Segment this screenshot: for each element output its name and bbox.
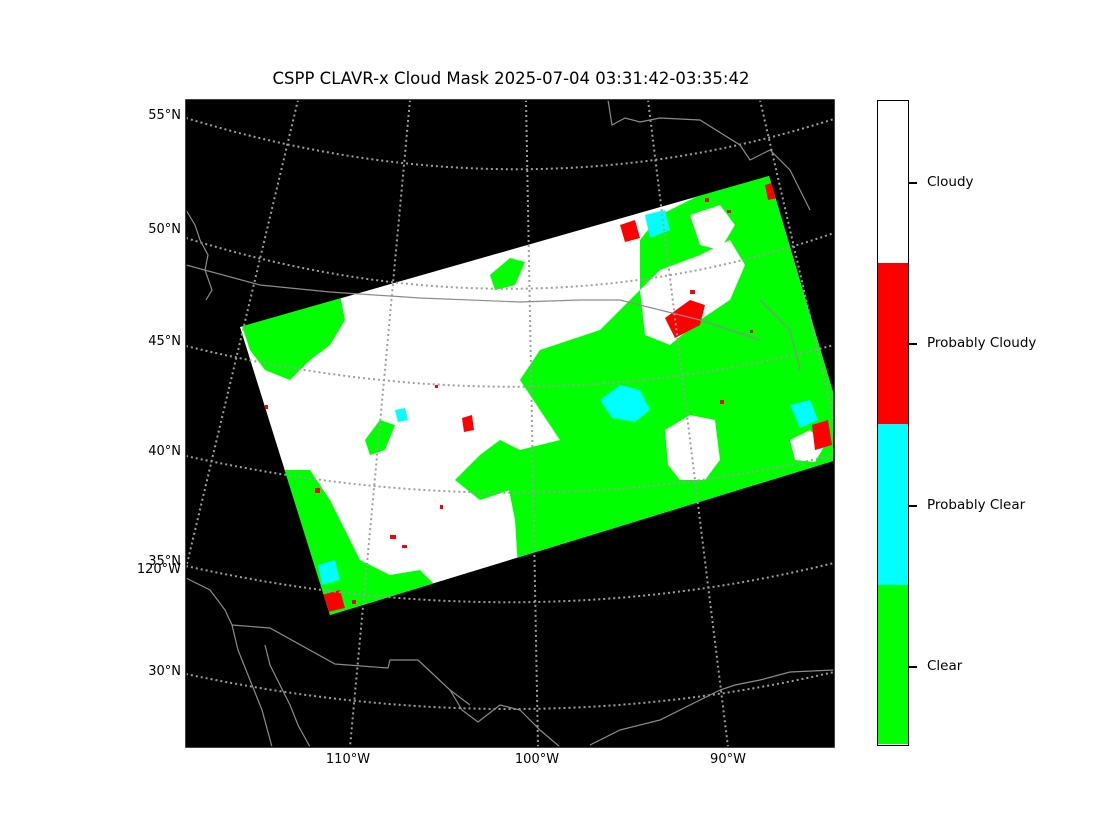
probably-clear-patch-east (790, 400, 818, 428)
probably-cloudy-patch-east (665, 300, 705, 338)
colorbar-tick-clear (909, 666, 917, 668)
clear-patch-central (455, 440, 520, 500)
colorbar-clear (878, 585, 908, 744)
map-title: CSPP CLAVR-x Cloud Mask 2025-07-04 03:31… (272, 69, 750, 88)
lat-label-50n: 50°N (148, 222, 181, 237)
parallel-35n (186, 562, 834, 604)
great-lakes-border (759, 299, 801, 371)
cloudy-patch-east (665, 415, 720, 480)
colorbar-tick-cloudy (909, 182, 917, 184)
colorbar-tick-probably-cloudy (909, 343, 917, 345)
lat-label-30n: 30°N (148, 664, 181, 679)
colorbar-label-clear: Clear (927, 658, 963, 674)
canada-us-border (186, 264, 761, 341)
probably-clear-patch-central (600, 385, 650, 422)
lat-label-55n: 55°N (148, 108, 181, 123)
probably-cloudy-patch-north (620, 220, 640, 242)
probably-cloudy-patch-far-east (812, 420, 832, 450)
clear-patch-north (490, 258, 525, 290)
parallel-55n (186, 117, 834, 171)
probably-cloudy-patch-central (462, 415, 474, 432)
colorbar-probably-clear (878, 424, 908, 585)
lat-label-120w: 120°W (136, 562, 181, 577)
cloudy-patch-northeast-2 (690, 205, 735, 250)
probably-clear-patch-west (395, 408, 408, 422)
coastlines (186, 100, 834, 747)
map-frame (185, 99, 835, 748)
lat-label-40n: 40°N (148, 444, 181, 459)
lon-label-100w: 100°W (514, 752, 560, 767)
parallel-45n (186, 344, 834, 388)
gulf-coast-east (589, 669, 834, 746)
parallel-50n (186, 232, 834, 290)
colorbar-tick-probably-clear (909, 505, 917, 507)
lon-label-90w: 90°W (710, 752, 746, 767)
lat-label-45n: 45°N (148, 334, 181, 349)
clear-patch-mid (365, 420, 395, 455)
colorbar-probably-cloudy (878, 263, 908, 424)
meridian-90w (647, 100, 729, 747)
colorbar-label-cloudy: Cloudy (927, 174, 974, 190)
lon-label-110w: 110°W (325, 752, 371, 767)
probably-cloudy-specks (265, 198, 753, 604)
gulf-coast (449, 689, 561, 747)
probably-cloudy-patch-southwest (322, 590, 345, 612)
probably-clear-patch-southwest (318, 560, 340, 585)
meridian-120w (186, 100, 299, 569)
lat-label-35n: 35°N (148, 554, 181, 569)
meridian-110w (349, 100, 411, 747)
colorbar-cloudy (878, 101, 908, 263)
parallel-40n (186, 454, 834, 494)
west-coast-north (186, 209, 213, 301)
west-coast-south (186, 577, 273, 747)
hudson-bay-coast (607, 100, 811, 211)
baja-coast (264, 644, 311, 747)
mexico-us-border (231, 624, 471, 706)
colorbar-label-probably-clear: Probably Clear (927, 497, 1026, 513)
colorbar-label-probably-cloudy: Probably Cloudy (927, 335, 1037, 351)
colorbar (877, 100, 909, 746)
